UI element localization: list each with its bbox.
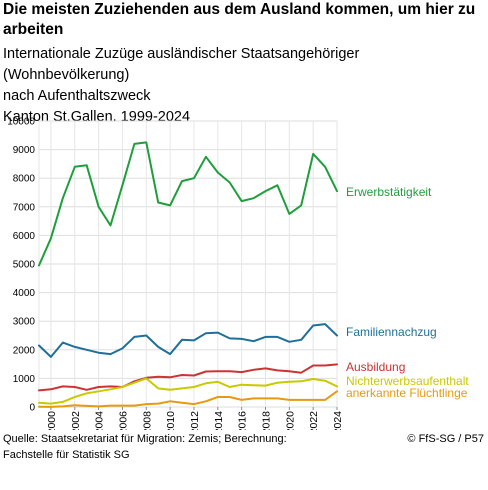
- series-lines: [38, 141, 338, 408]
- gridlines: [38, 120, 338, 408]
- y-tick-label: 1000: [13, 374, 36, 385]
- y-tick-label: 4000: [13, 288, 36, 299]
- series-label-4: anerkannte Flüchtlinge: [346, 386, 468, 400]
- series-label-2: Ausbildung: [346, 360, 405, 374]
- y-axis: 0 1000 2000 3000 4000 5000 6000 7000 8000 9000 100…: [7, 117, 35, 414]
- x-tick-label: 2016: [237, 411, 249, 430]
- series-labels: Erwerbstätigkeit Familiennachzug Ausbildun…: [346, 185, 469, 400]
- y-tick-label: 2000: [13, 345, 36, 356]
- x-tick-label: 2018: [260, 411, 272, 430]
- series-line-1: [38, 323, 338, 358]
- x-tick-label: 2024: [332, 411, 344, 430]
- series-label-1: Familiennachzug: [346, 325, 437, 339]
- y-tick-label: 6000: [13, 231, 36, 242]
- chart-title: Die meisten Zuziehenden aus dem Ausland …: [3, 1, 476, 38]
- x-tick-label: 2020: [284, 411, 296, 430]
- x-tick-label: 2002: [70, 411, 82, 430]
- x-tick-label: 2000: [46, 411, 58, 430]
- y-tick-label: 7000: [13, 202, 36, 213]
- x-tick-label: 2006: [117, 411, 129, 430]
- source-line-1: Quelle: Staatsekretariat für Migration: …: [3, 433, 287, 445]
- x-tick-label: 2004: [94, 411, 106, 430]
- x-tick-label: 2010: [165, 411, 177, 430]
- y-tick-label: 9000: [13, 145, 36, 156]
- series-line-4: [38, 390, 338, 408]
- subtitle-line-1: Internationale Zuzüge ausländischer Staa…: [3, 46, 360, 83]
- x-tick-label: 2008: [141, 411, 153, 430]
- y-tick-label: 8000: [13, 174, 36, 185]
- series-line-0: [38, 141, 338, 267]
- y-tick-label: 5000: [13, 260, 36, 271]
- x-tick-label: 2014: [213, 411, 225, 430]
- subtitle-line-2: nach Aufenthaltszweck: [3, 88, 151, 104]
- source-line-2: Fachstelle für Statistik SG: [3, 449, 130, 461]
- series-label-0: Erwerbstätigkeit: [346, 185, 432, 199]
- source-note: Quelle: Staatsekretariat für Migration: …: [3, 431, 363, 463]
- line-chart: 0 1000 2000 3000 4000 5000 6000 7000 8000 9000 100…: [7, 117, 469, 431]
- series-line-2: [38, 363, 338, 392]
- y-tick-label: 0: [29, 403, 35, 414]
- x-tick-label: 2012: [189, 411, 201, 430]
- x-axis: 2000 2002 2004 2006 2008 2010 2012 2014 2016 2018…: [46, 407, 344, 430]
- x-tick-label: 2022: [308, 411, 320, 430]
- y-tick-label: 10000: [7, 117, 35, 128]
- credit: © FfS-SG / P57: [407, 433, 484, 445]
- series-line-3: [38, 377, 338, 405]
- series-label-3: Nichterwerbsaufenthalt: [346, 374, 469, 388]
- y-tick-label: 3000: [13, 317, 36, 328]
